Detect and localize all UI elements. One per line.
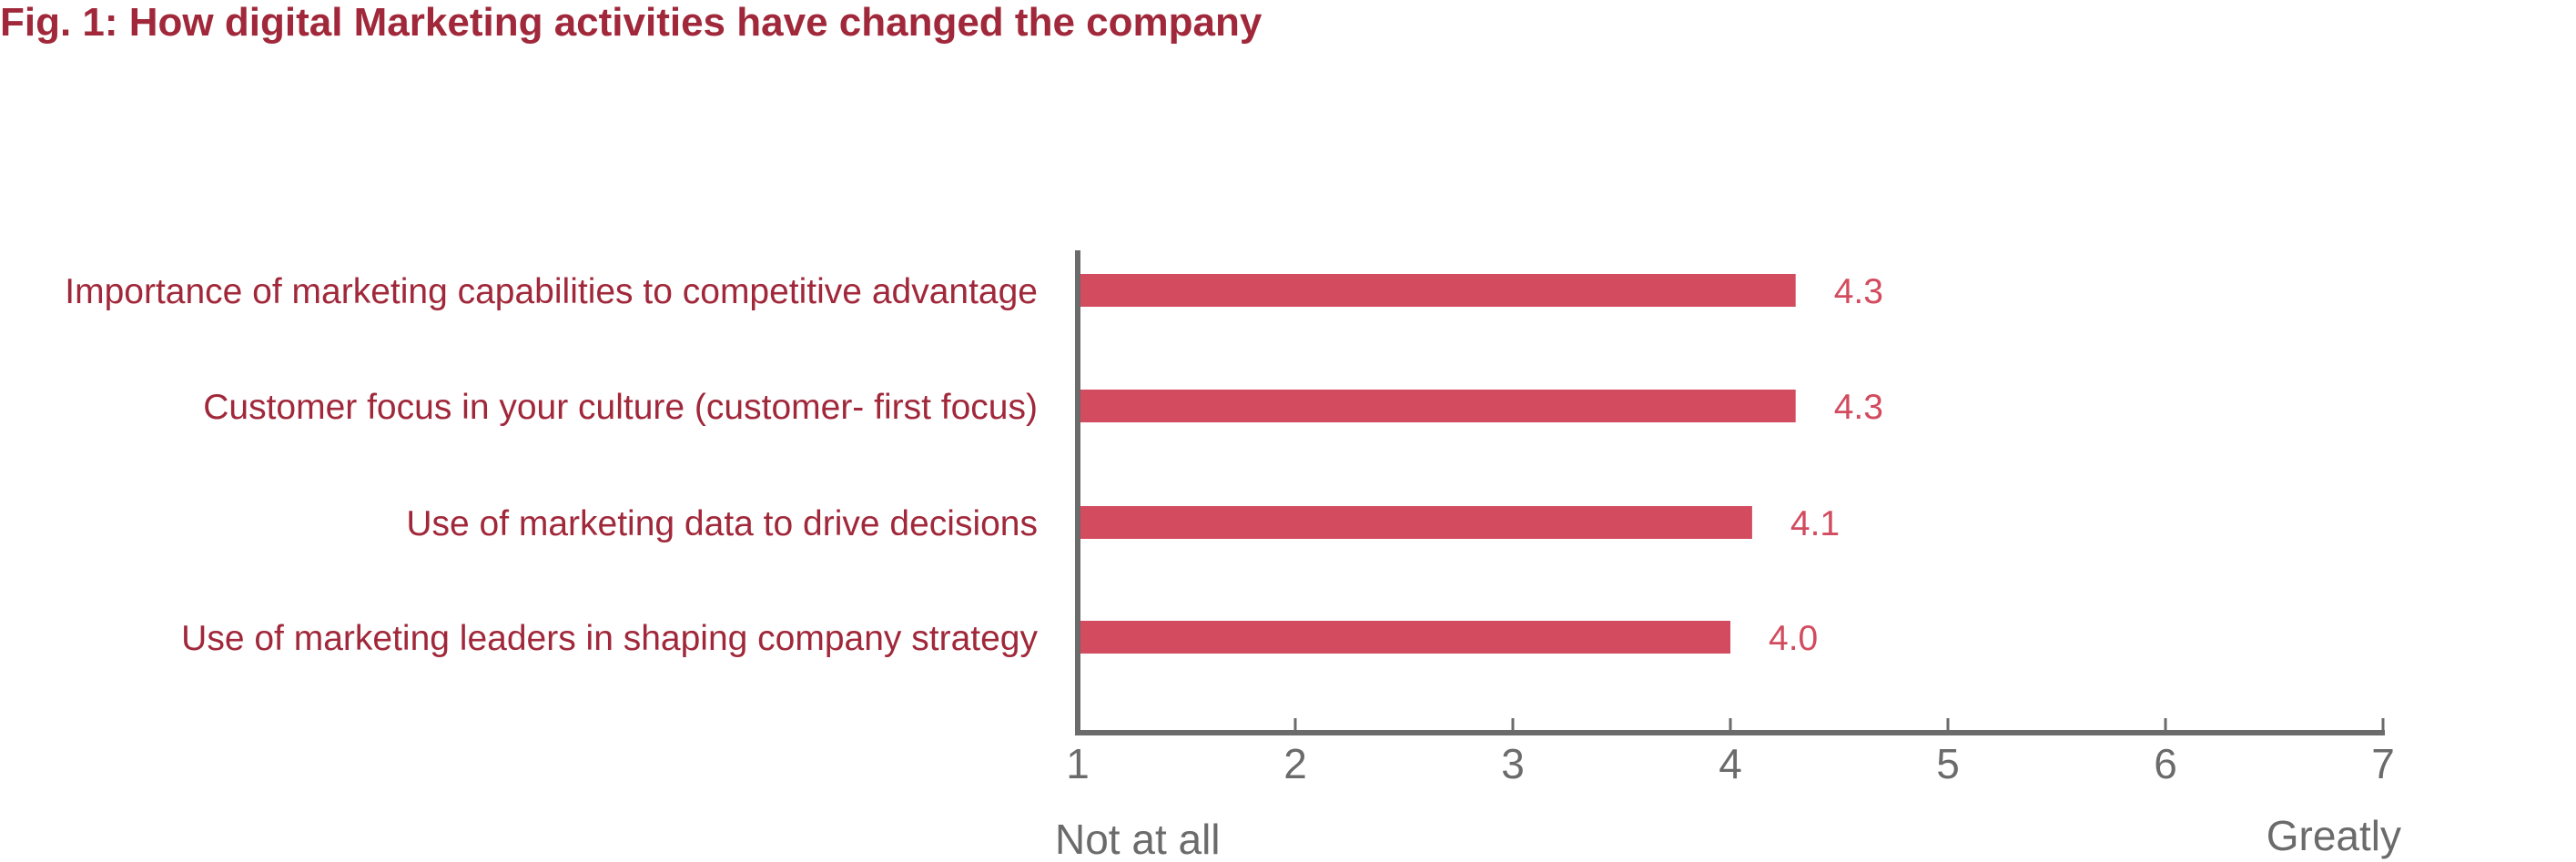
category-label-4: Use of marketing leaders in shaping comp…: [181, 619, 1038, 658]
x-tick-label-3: 3: [1501, 740, 1525, 787]
x-tick-label-1: 1: [1066, 740, 1090, 787]
value-label-4: 4.0: [1769, 619, 1818, 658]
x-tick-label-6: 6: [2154, 740, 2177, 787]
category-label-3: Use of marketing data to drive decisions: [406, 504, 1038, 543]
labels-layer: Importance of marketing capabilities to …: [65, 272, 1883, 658]
bar-2: [1078, 390, 1796, 422]
value-label-3: 4.1: [1790, 504, 1840, 543]
category-label-1: Importance of marketing capabilities to …: [65, 272, 1038, 311]
value-label-2: 4.3: [1834, 388, 1883, 427]
chart-title: Fig. 1: How digital Marketing activities…: [0, 0, 1263, 45]
x-tick-label-7: 7: [2371, 740, 2395, 787]
bar-4: [1078, 621, 1730, 654]
scale-high-label: Greatly: [2267, 812, 2401, 859]
category-label-2: Customer focus in your culture (customer…: [203, 388, 1038, 427]
axes-layer: 1 2 3 4 5 6 7 Not at all Greatly: [1055, 250, 2401, 862]
x-tick-label-2: 2: [1283, 740, 1307, 787]
x-tick-label-4: 4: [1719, 740, 1742, 787]
scale-low-label: Not at all: [1055, 816, 1221, 862]
value-label-1: 4.3: [1834, 272, 1883, 311]
bar-1: [1078, 274, 1796, 307]
bars-layer: [1078, 274, 1796, 654]
bar-3: [1078, 506, 1752, 539]
x-tick-label-5: 5: [1936, 740, 1960, 787]
